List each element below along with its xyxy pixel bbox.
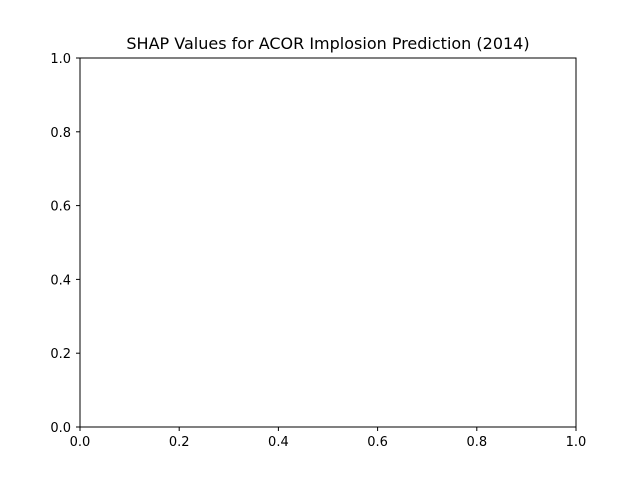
x-tick-label: 0.0 bbox=[70, 435, 91, 450]
x-axis: 0.0 0.2 0.4 0.6 0.8 1.0 bbox=[70, 427, 587, 450]
plot-frame bbox=[79, 57, 577, 428]
y-axis: 0.0 0.2 0.4 0.6 0.8 1.0 bbox=[50, 52, 80, 436]
chart-title: SHAP Values for ACOR Implosion Predictio… bbox=[126, 34, 529, 53]
x-tick-label: 0.4 bbox=[268, 435, 289, 450]
x-tick-label: 1.0 bbox=[566, 435, 587, 450]
x-tick-label: 0.2 bbox=[169, 435, 190, 450]
x-tick-label: 0.6 bbox=[367, 435, 388, 450]
y-tick-label: 0.6 bbox=[50, 200, 71, 215]
y-tick-label: 0.0 bbox=[50, 421, 71, 436]
y-tick-label: 0.2 bbox=[50, 347, 71, 362]
x-tick-label: 0.8 bbox=[466, 435, 487, 450]
y-tick-label: 0.8 bbox=[50, 126, 71, 141]
y-tick-label: 1.0 bbox=[50, 52, 71, 67]
y-tick-label: 0.4 bbox=[50, 273, 71, 288]
